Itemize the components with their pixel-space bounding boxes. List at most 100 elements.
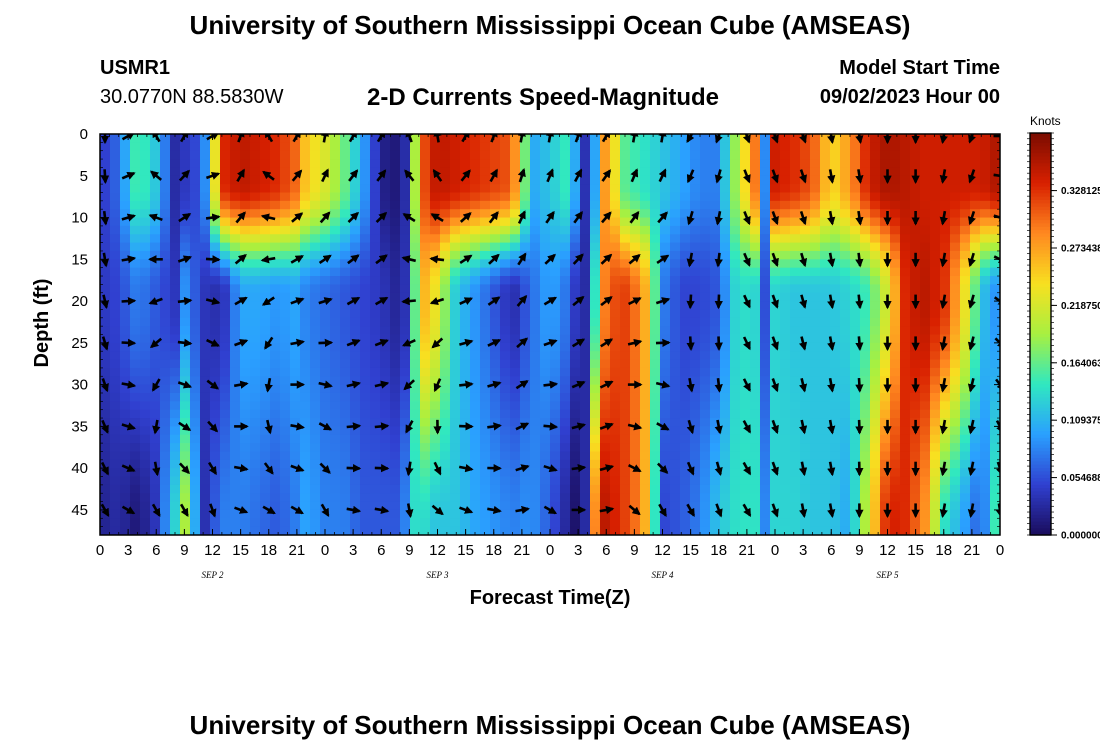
speed-cell [520,359,531,369]
speed-cell [290,334,301,344]
speed-cell [970,317,981,327]
speed-cell [790,376,801,386]
speed-cell [680,142,691,152]
speed-cell [850,292,861,302]
speed-cell [820,217,831,227]
speed-cell [280,384,291,394]
speed-cell [500,326,511,336]
speed-cell [430,242,441,252]
speed-cell [130,175,141,185]
speed-cell [970,292,981,302]
speed-cell [470,276,481,285]
speed-cell [270,426,281,436]
speed-cell [920,209,931,219]
speed-cell [490,443,501,453]
speed-cell [810,476,821,486]
current-vector-arrow [459,212,472,223]
speed-cell [590,309,601,319]
speed-cell [720,150,731,160]
speed-cell [430,409,441,419]
speed-cell [380,526,391,535]
speed-cell [930,184,941,194]
speed-cell [280,326,291,336]
speed-cell [950,484,961,494]
speed-cell [260,159,271,169]
speed-cell [190,484,201,494]
speed-cell [750,484,761,494]
speed-cell [260,234,271,244]
speed-cell [850,451,861,461]
speed-cell [350,342,361,352]
speed-cell [140,175,151,185]
speed-cell [610,367,621,377]
speed-cell [650,142,661,152]
speed-cell [250,150,261,160]
current-vector-arrow [600,296,613,307]
speed-cell [410,309,421,319]
speed-cell [450,267,461,277]
speed-cell [990,242,1000,252]
speed-cell [110,501,121,511]
speed-cell [980,526,991,535]
speed-cell [710,242,721,252]
speed-cell [620,434,631,444]
speed-cell [130,392,141,402]
speed-cell [570,159,581,169]
speed-cell [770,184,781,194]
speed-cell [200,192,211,202]
speed-cell [640,200,651,210]
speed-cell [920,192,931,202]
current-vector-arrow [546,168,554,183]
speed-cell [630,434,641,444]
speed-cell [790,234,801,244]
speed-cell [930,509,941,519]
speed-cell [680,259,691,269]
speed-cell [910,159,921,169]
speed-cell [420,250,431,260]
speed-cell [730,200,741,210]
x-tick-label: 6 [827,542,835,559]
speed-cell [440,167,451,177]
current-vector-arrow [827,503,836,518]
speed-cell [900,326,911,336]
speed-cell [890,292,901,302]
speed-cell [350,317,361,327]
speed-cell [700,367,711,377]
speed-cell [770,484,781,494]
speed-cell [690,309,701,319]
speed-cell [660,184,671,194]
speed-cell [930,250,941,260]
speed-cell [580,484,591,494]
speed-cell [330,284,341,294]
speed-cell [470,509,481,519]
speed-cell [930,150,941,160]
speed-cell [690,409,701,419]
speed-cell [470,484,481,494]
speed-cell [510,292,521,302]
speed-cell [370,326,381,336]
speed-cell [100,392,111,402]
speed-cell [670,426,681,436]
current-vector-arrow [346,296,361,306]
speed-cell [510,217,521,227]
current-vector-arrow [939,252,948,268]
speed-cell [790,342,801,352]
speed-cell [440,392,451,402]
speed-cell [700,342,711,352]
speed-cell [840,376,851,386]
speed-cell [180,518,191,528]
speed-cell [850,159,861,169]
speed-cell [540,276,551,285]
speed-cell [900,309,911,319]
speed-cell [120,451,131,461]
current-vector-arrow [543,464,558,473]
speed-cell [190,225,201,235]
speed-cell [140,217,151,227]
speed-cell [680,159,691,169]
speed-cell [280,367,291,377]
speed-cell [360,476,371,486]
speed-cell [340,434,351,444]
speed-cell [650,242,661,252]
speed-cell [560,200,571,210]
speed-cell [750,351,761,361]
